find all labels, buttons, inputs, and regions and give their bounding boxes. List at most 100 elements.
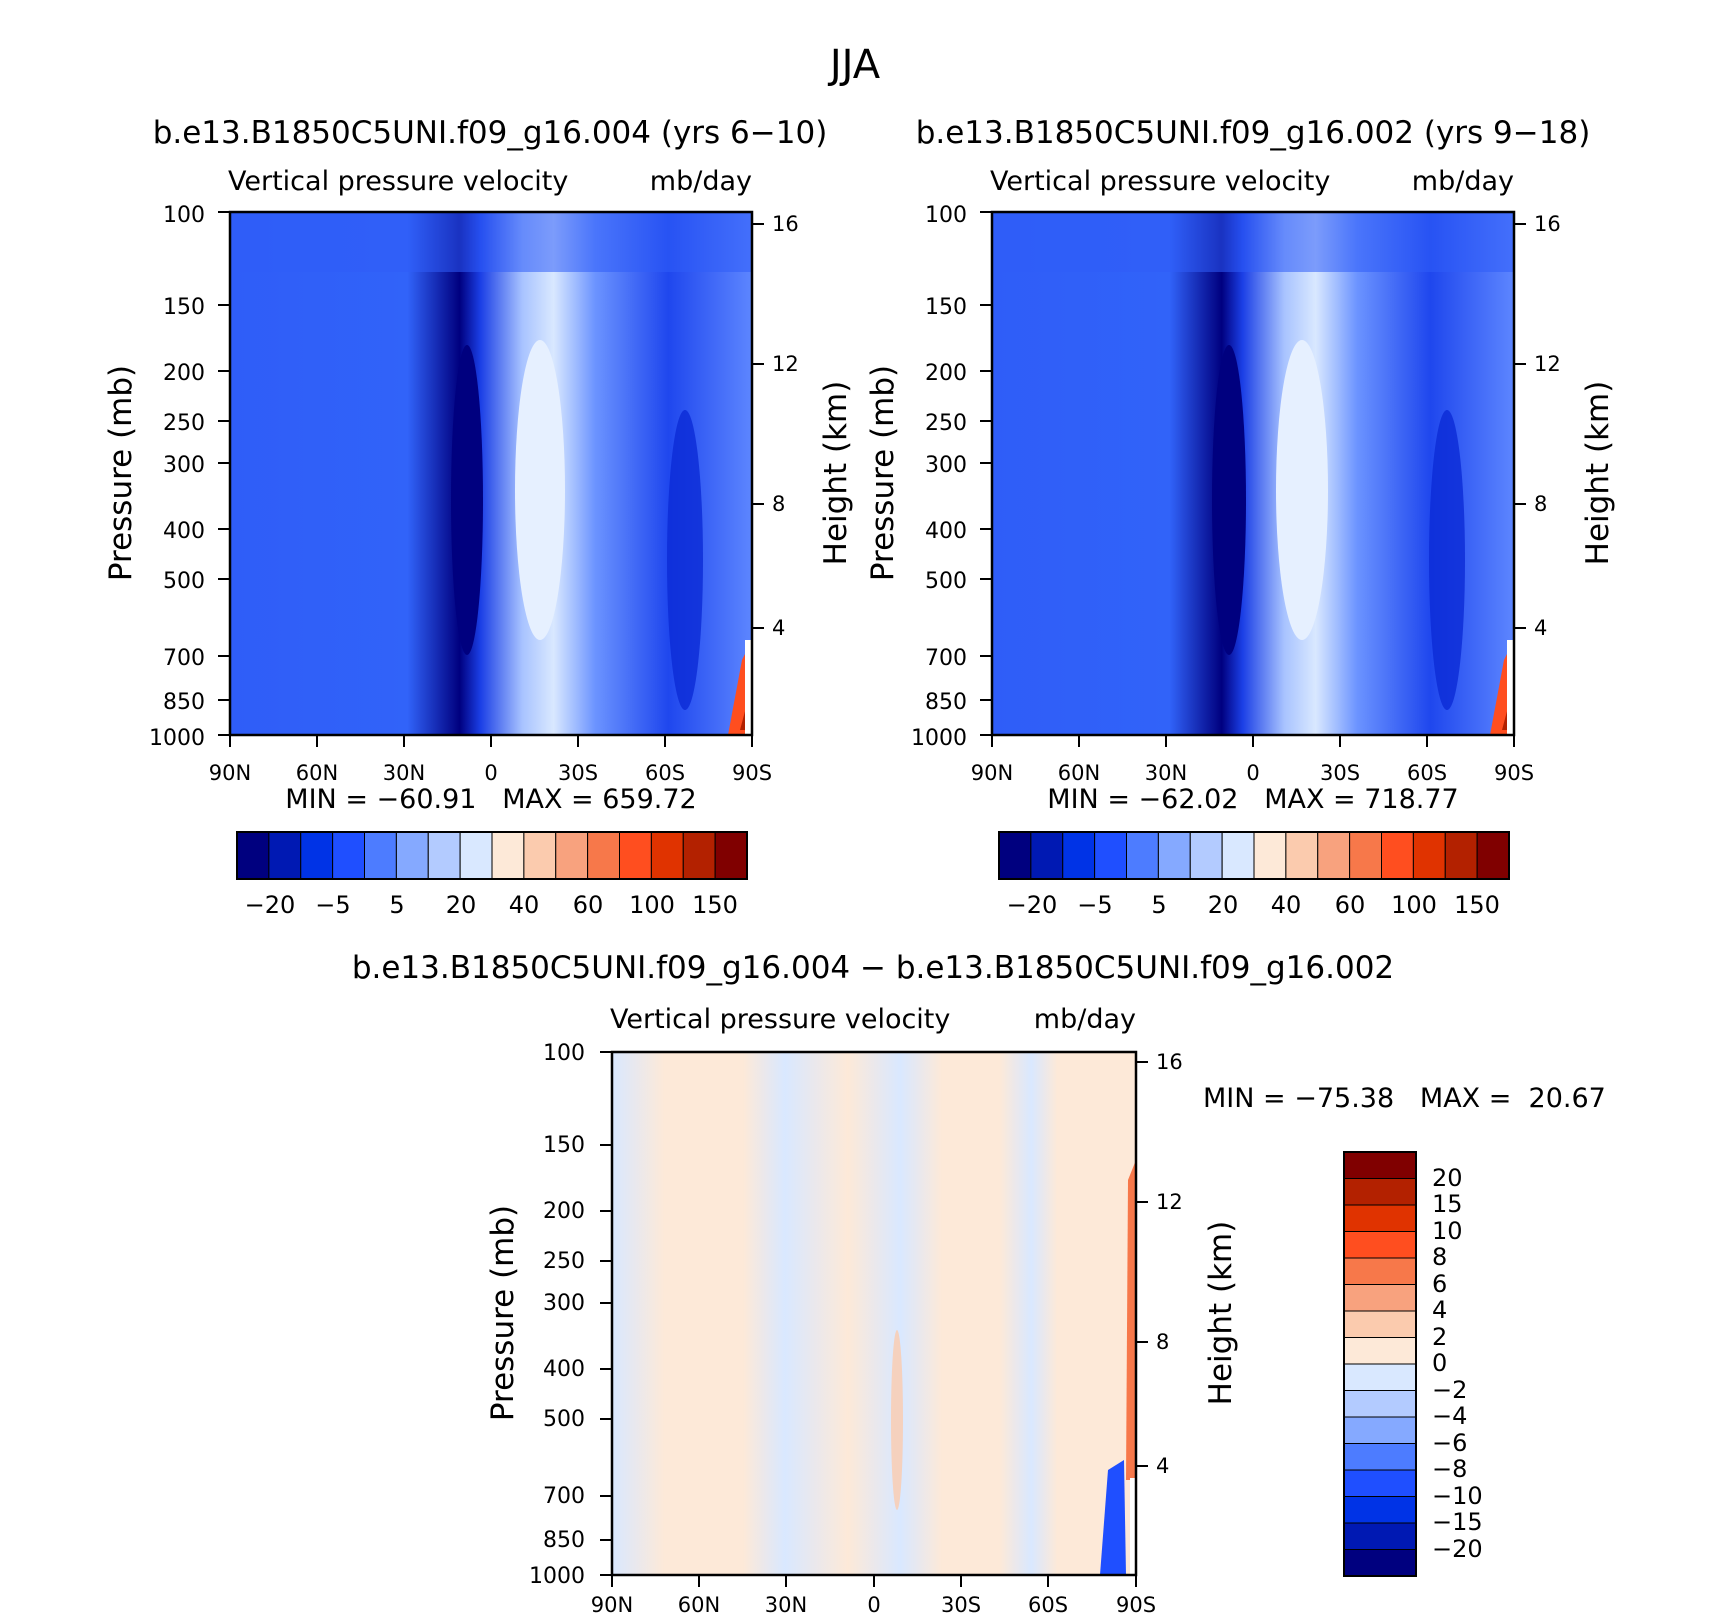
panel-1: b.e13.B1850C5UNI.f09_g16.004 (yrs 6−10) …: [103, 115, 854, 919]
panel-2-stats: MIN = −62.02 MAX = 718.77: [1047, 784, 1458, 815]
panel-1-missing-region: [745, 640, 752, 735]
colorbar-swatch: [650, 831, 684, 880]
panel-2-plot-area: [990, 210, 1516, 737]
panel-3-ytick: 100: [543, 1041, 585, 1066]
panel-2-xtick: 60N: [1058, 761, 1100, 785]
panel-3-height-tick-marks: [1136, 1061, 1148, 1467]
panel-3-ytick: 1000: [529, 1564, 585, 1589]
panel-3-missing-region: [1130, 1478, 1136, 1575]
colorbar-swatch: [1343, 1522, 1417, 1550]
panel-2-xtick: 30S: [1320, 761, 1360, 785]
colorbar-swatch: [1381, 831, 1414, 880]
panel-3-y-axis-left: 100 150 200 250 300 400 500 700 850 1000…: [485, 1041, 612, 1589]
colorbar-swatch: [1343, 1496, 1417, 1524]
panel-3-xtick: 30N: [765, 1593, 807, 1616]
panel-3-ytick: 850: [543, 1528, 585, 1553]
colorbar-swatch: [1343, 1257, 1417, 1285]
panel-3-cbar-label: −10: [1432, 1482, 1483, 1510]
colorbar-swatch: [1343, 1337, 1417, 1365]
panel-1-xtick-marks: [229, 735, 753, 747]
panel-1-cbar-label: 20: [446, 891, 477, 919]
panel-3-cbar-label: −8: [1432, 1455, 1467, 1483]
panel-1-y-axis-left: 100 150 200 250 300 400 500 700 850 1000…: [103, 203, 230, 751]
panel-3: b.e13.B1850C5UNI.f09_g16.004 − b.e13.B18…: [352, 950, 1606, 1616]
panel-1-ytick: 400: [163, 519, 205, 544]
panel-3-cbar-label: 4: [1432, 1296, 1447, 1324]
panel-1-ytick: 500: [163, 569, 205, 594]
panel-2-cbar-label: −20: [1007, 891, 1058, 919]
panel-3-xtick: 90N: [591, 1593, 633, 1616]
colorbar-swatch: [1317, 831, 1351, 880]
panel-2-ytick: 200: [925, 361, 967, 386]
panel-3-ylabel-right: Height (km): [1203, 1221, 1239, 1406]
panel-2-missing-region: [1507, 640, 1514, 735]
panel-1-y-axis-right: 16 12 8 4 Height (km): [752, 212, 854, 640]
panel-3-field: [612, 1052, 1136, 1575]
panel-1-field: [230, 212, 752, 735]
panel-3-cbar-label: 20: [1432, 1164, 1463, 1192]
panel-2-cbar-label: 60: [1335, 891, 1366, 919]
panel-3-xtick: 0: [867, 1593, 880, 1616]
panel-3-ytick: 200: [543, 1199, 585, 1224]
colorbar-swatch: [459, 831, 493, 880]
panel-2-xtick: 90N: [971, 761, 1013, 785]
colorbar-swatch: [1343, 1416, 1417, 1444]
panel-1-xtick: 30N: [383, 761, 425, 785]
colorbar-swatch: [1343, 1549, 1417, 1577]
panel-1-plot-area: [228, 210, 754, 737]
panel-2-ytick-marks: [980, 211, 992, 736]
panel-2-ylabel: Pressure (mb): [865, 365, 901, 581]
panel-3-xtick: 30S: [941, 1593, 981, 1616]
panel-2-title: b.e13.B1850C5UNI.f09_g16.002 (yrs 9−18): [916, 115, 1591, 151]
panel-3-cbar-label: −4: [1432, 1402, 1467, 1430]
colorbar-swatch: [364, 831, 397, 880]
panel-1-ytick: 150: [163, 295, 205, 320]
panel-2-height-tick: 4: [1534, 616, 1547, 640]
panel-2-field: [992, 212, 1514, 735]
panel-2-descent-core: [1212, 345, 1246, 655]
panel-2-ytick: 1000: [911, 726, 967, 751]
panel-2-height-tick: 12: [1534, 352, 1561, 376]
panel-3-cbar-label: 15: [1432, 1190, 1463, 1218]
panel-2-colorbar-swatches: [998, 831, 1510, 880]
panel-1-ytick-marks: [218, 211, 230, 736]
panel-2-colorbar: −20 −5 5 20 40 60 100 150: [998, 831, 1510, 919]
colorbar-swatch: [1343, 1284, 1417, 1312]
panel-2-south-band: [1429, 410, 1465, 710]
panel-1-xtick: 90S: [732, 761, 772, 785]
panel-1-xtick: 30S: [558, 761, 598, 785]
panel-1-height-tick: 4: [772, 616, 785, 640]
panel-3-colorbar: 20 15 10 8 6 4 2 0 −2 −4 −6 −8 −10 −15 −…: [1343, 1151, 1483, 1577]
panel-3-colorbar-swatches: [1343, 1151, 1417, 1577]
colorbar-swatch: [1412, 831, 1446, 880]
panel-1-cbar-label: −20: [245, 891, 296, 919]
colorbar-swatch: [1349, 831, 1383, 880]
panel-3-ytick: 500: [543, 1407, 585, 1432]
panel-3-polar-positive: [1126, 1160, 1136, 1480]
panel-3-xtick: 90S: [1116, 1593, 1156, 1616]
colorbar-swatch: [1285, 831, 1319, 880]
colorbar-swatch: [587, 831, 621, 880]
panel-3-ytick: 250: [543, 1249, 585, 1274]
panel-1-ytick: 100: [163, 203, 205, 228]
panel-1-ytick: 1000: [149, 726, 205, 751]
panel-2-cbar-label: 40: [1271, 891, 1302, 919]
colorbar-swatch: [1444, 831, 1478, 880]
panel-2-xtick-marks: [991, 735, 1515, 747]
panel-1-x-axis: 90N 60N 30N 0 30S 60S 90S: [209, 735, 772, 785]
panel-1-colorbar-frame: [236, 831, 748, 880]
panel-2-upper-band: [992, 212, 1514, 272]
panel-1-ytick: 700: [163, 646, 205, 671]
panel-1-colorbar: −20 −5 5 20 40 60 100 150: [236, 831, 748, 919]
panel-3-height-tick: 8: [1156, 1330, 1169, 1354]
panel-1-cbar-label: −5: [315, 891, 350, 919]
panel-1-south-band: [667, 410, 703, 710]
colorbar-swatch: [395, 831, 429, 880]
panel-2-xtick: 90S: [1494, 761, 1534, 785]
figure-title: JJA: [827, 42, 881, 88]
panel-3-units: mb/day: [1034, 1004, 1136, 1035]
colorbar-swatch: [1343, 1178, 1417, 1206]
panel-3-height-tick: 4: [1156, 1454, 1169, 1478]
panel-1-upper-band: [230, 212, 752, 272]
colorbar-swatch: [427, 831, 461, 880]
